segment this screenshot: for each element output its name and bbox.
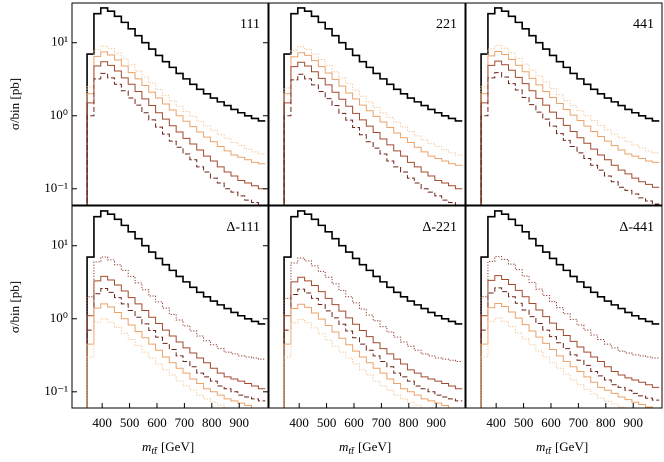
histogram-line bbox=[86, 287, 266, 408]
x-axis-label: mtt̄ [GeV] bbox=[536, 439, 588, 457]
y-tick-label: 10⁻¹ bbox=[44, 383, 68, 398]
y-axis-label: σ/bin [pb] bbox=[7, 78, 22, 130]
x-tick-label: 400 bbox=[486, 415, 506, 430]
panel-frame bbox=[465, 2, 663, 206]
panel-frame bbox=[71, 2, 269, 206]
x-tick-label: 800 bbox=[202, 415, 222, 430]
x-axis-label-var: m bbox=[536, 439, 545, 454]
panel: 111 10⁻¹ 10⁰ 10¹ σ/bin [pb] bbox=[7, 2, 269, 206]
histogram-line bbox=[86, 72, 266, 205]
panel-label: 441 bbox=[633, 17, 654, 32]
histogram-line bbox=[480, 302, 653, 408]
plot-area bbox=[480, 7, 660, 205]
histogram-line bbox=[86, 275, 266, 408]
histogram-line bbox=[283, 52, 463, 205]
histogram-line bbox=[480, 210, 660, 408]
histogram-line bbox=[86, 7, 266, 205]
x-tick-label: 600 bbox=[541, 415, 561, 430]
histogram-line bbox=[283, 61, 463, 205]
plot-area bbox=[283, 210, 463, 408]
x-tick-label: 500 bbox=[514, 415, 534, 430]
histogram-line bbox=[480, 287, 660, 408]
histogram-line bbox=[480, 256, 660, 408]
histogram-line bbox=[480, 7, 660, 205]
panel-frame bbox=[71, 205, 269, 409]
histogram-line bbox=[283, 276, 463, 408]
x-tick-label: 800 bbox=[596, 415, 616, 430]
panel-frame bbox=[465, 205, 663, 409]
histogram-line bbox=[86, 51, 266, 205]
panel: 221 bbox=[268, 2, 466, 206]
x-axis-label-unit: [GeV] bbox=[555, 439, 588, 454]
x-axis-label-unit: [GeV] bbox=[161, 439, 194, 454]
x-tick-label: 400 bbox=[92, 415, 112, 430]
x-tick-label: 600 bbox=[344, 415, 364, 430]
x-axis-label-sub: tt̄ bbox=[151, 446, 158, 457]
panel: Δ-221 400 500 600 700 800 900 mtt̄ [GeV] bbox=[268, 205, 466, 457]
x-axis-label-var: m bbox=[339, 439, 348, 454]
x-axis-label-unit: [GeV] bbox=[358, 439, 391, 454]
histogram-line bbox=[480, 50, 660, 205]
histogram-line bbox=[86, 210, 266, 408]
panel-label: Δ-221 bbox=[422, 220, 457, 235]
x-tick-label: 500 bbox=[317, 415, 337, 430]
x-tick-label: 900 bbox=[623, 415, 643, 430]
histogram-line bbox=[480, 317, 626, 408]
plot-area bbox=[86, 210, 266, 408]
x-tick-label: 700 bbox=[175, 415, 195, 430]
histogram-line bbox=[86, 303, 259, 408]
histogram-line bbox=[480, 60, 660, 205]
x-tick-label: 700 bbox=[569, 415, 589, 430]
panel-label: Δ-111 bbox=[226, 220, 260, 235]
histogram-line bbox=[283, 7, 463, 205]
x-tick-label: 700 bbox=[372, 415, 392, 430]
plot-area bbox=[480, 210, 660, 408]
x-axis-label-sub: tt̄ bbox=[348, 446, 355, 457]
panel-label: 221 bbox=[436, 17, 457, 32]
x-tick-label: 400 bbox=[289, 415, 309, 430]
plot-area bbox=[86, 7, 266, 205]
panel: 441 bbox=[465, 2, 663, 206]
panel-label: Δ-441 bbox=[619, 220, 654, 235]
x-tick-label: 600 bbox=[147, 415, 167, 430]
y-tick-label: 10⁰ bbox=[50, 310, 68, 325]
x-tick-label: 900 bbox=[229, 415, 249, 430]
x-axis-label: mtt̄ [GeV] bbox=[339, 439, 391, 457]
histogram-line bbox=[283, 46, 463, 205]
histogram-line bbox=[283, 288, 463, 408]
panel-label: 111 bbox=[240, 17, 260, 32]
panel-frame bbox=[268, 2, 466, 206]
x-axis-label-sub: tt̄ bbox=[545, 446, 552, 457]
plot-area bbox=[283, 7, 463, 205]
y-tick-label: 10¹ bbox=[51, 34, 68, 49]
y-tick-label: 10¹ bbox=[51, 237, 68, 252]
histogram-line bbox=[283, 303, 456, 408]
panel-frame bbox=[268, 205, 466, 409]
y-tick-label: 10⁻¹ bbox=[44, 180, 68, 195]
y-axis-label: σ/bin [pb] bbox=[7, 281, 22, 333]
histogram-line bbox=[283, 257, 463, 408]
histogram-line bbox=[283, 73, 463, 205]
histogram-line bbox=[480, 44, 660, 205]
histogram-line bbox=[86, 45, 266, 205]
panel: Δ-111 10⁻¹ 10⁰ 10¹ 400 500 600 700 800 900 σ/bin [… bbox=[7, 205, 269, 457]
y-tick-label: 10⁰ bbox=[50, 107, 68, 122]
histogram-line bbox=[480, 275, 660, 408]
histogram-line bbox=[283, 210, 463, 408]
x-axis-label-var: m bbox=[142, 439, 151, 454]
histogram-line bbox=[480, 72, 660, 205]
x-tick-label: 800 bbox=[399, 415, 419, 430]
x-axis-label: mtt̄ [GeV] bbox=[142, 439, 194, 457]
x-tick-label: 900 bbox=[426, 415, 446, 430]
histogram-line bbox=[283, 318, 429, 408]
histogram-line bbox=[86, 61, 266, 205]
x-tick-label: 500 bbox=[120, 415, 140, 430]
panel: Δ-441 400 500 600 700 800 900 mtt̄ [GeV] bbox=[465, 205, 663, 457]
